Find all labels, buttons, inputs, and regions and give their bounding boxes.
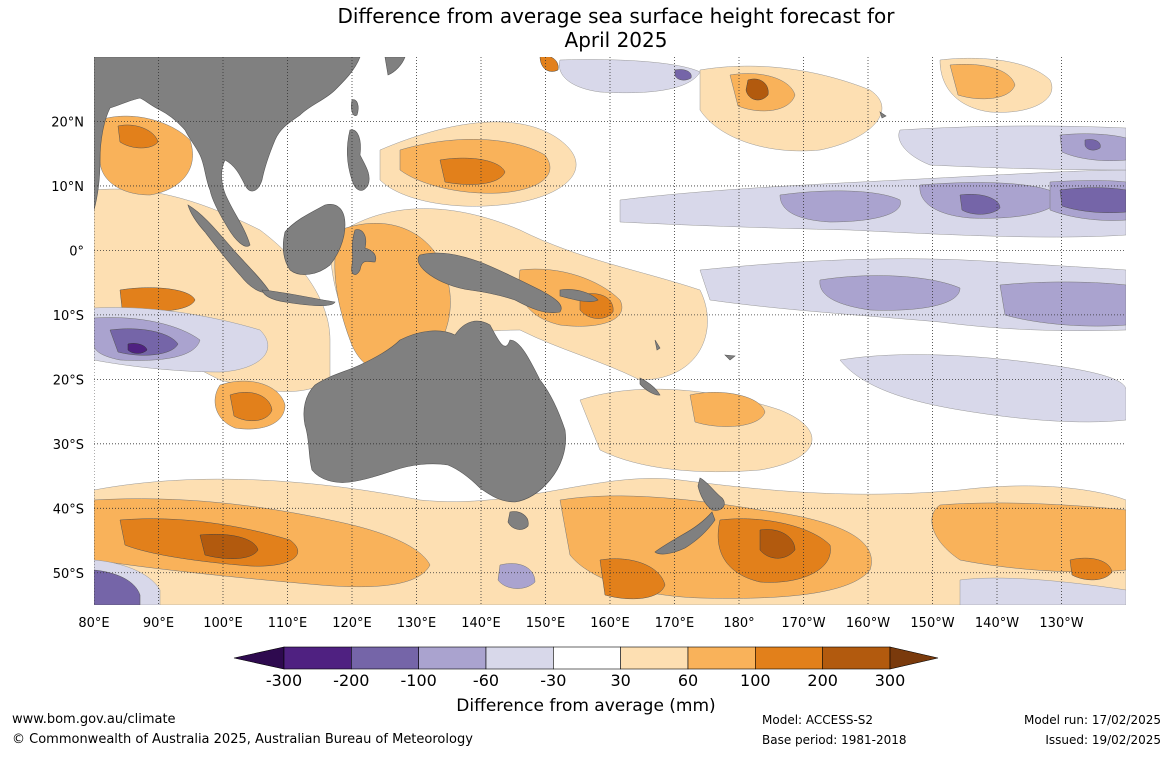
new-zealand-south-island	[654, 511, 716, 555]
colorbar-tick-label: -60	[472, 671, 500, 690]
latitude-label: 40°S	[53, 502, 84, 517]
colorbar-swatch	[620, 646, 689, 670]
colorbar-swatch	[553, 646, 621, 670]
longitude-label: 170°W	[781, 616, 825, 631]
colorbar-swatch	[418, 646, 487, 670]
borneo-island	[282, 204, 346, 275]
philippines-islands	[347, 129, 370, 191]
tasmania-island	[507, 511, 529, 530]
latitude-label: 0°	[69, 244, 84, 259]
title-line-2: April 2025	[564, 28, 668, 52]
issued-date: Issued: 19/02/2025	[1045, 733, 1161, 747]
longitude-label: 110°E	[268, 616, 308, 631]
model-name: Model: ACCESS-S2	[762, 713, 874, 727]
latitude-label: 50°S	[53, 567, 84, 582]
asia-landmass	[94, 57, 361, 247]
longitude-label: 150°E	[526, 616, 566, 631]
colorbar-swatch	[822, 646, 891, 670]
latitude-label: 30°S	[53, 438, 84, 453]
australia-landmass	[303, 320, 566, 503]
longitude-label: 170°E	[655, 616, 695, 631]
colorbar-swatch	[485, 646, 554, 670]
sulawesi-island	[351, 229, 377, 275]
new-zealand-north-island	[697, 477, 725, 511]
colorbar-tick-label: 200	[807, 671, 838, 690]
latitude-label: 20°N	[51, 115, 84, 130]
title-line-1: Difference from average sea surface heig…	[337, 4, 895, 28]
sumatra-island	[187, 204, 271, 293]
colorbar-min-arrow	[233, 646, 285, 670]
colorbar-swatch	[687, 646, 756, 670]
colorbar-tick-label: 100	[740, 671, 771, 690]
base-period: Base period: 1981-2018	[762, 733, 907, 747]
new-guinea-island	[417, 252, 562, 313]
longitude-label: 80°E	[78, 616, 109, 631]
colorbar-max-arrow	[889, 646, 939, 670]
longitude-label: 90°E	[143, 616, 174, 631]
java-island	[261, 289, 336, 307]
colorbar-title: Difference from average (mm)	[456, 696, 716, 716]
colorbar-tick-label: 60	[677, 671, 699, 690]
colorbar-tick-label: -200	[333, 671, 370, 690]
latitude-labels: 20°N 10°N 0° 10°S 20°S 30°S 40°S 50°S	[51, 115, 84, 581]
longitude-labels: 80°E 90°E 100°E 110°E 120°E 130°E 140°E 150°E 16…	[78, 616, 1083, 631]
colorbar-tick-label: 30	[610, 671, 631, 690]
colorbar-swatch	[283, 646, 352, 670]
colorbar-swatch	[351, 646, 419, 670]
colorbar-swatch	[755, 646, 823, 670]
map-grid	[94, 57, 1126, 605]
longitude-label: 120°E	[332, 616, 372, 631]
latitude-label: 10°S	[53, 309, 84, 324]
longitude-label: 130°W	[1039, 616, 1083, 631]
website-link[interactable]: www.bom.gov.au/climate	[12, 712, 176, 727]
model-run-date: Model run: 17/02/2025	[1023, 713, 1161, 727]
longitude-label: 100°E	[203, 616, 243, 631]
longitude-label: 150°W	[910, 616, 954, 631]
copyright-text: © Commonwealth of Australia 2025, Austra…	[12, 732, 473, 747]
longitude-label: 140°E	[461, 616, 501, 631]
longitude-label: 140°W	[975, 616, 1019, 631]
colorbar-tick-label: -30	[540, 671, 567, 690]
colorbar-tick-label: 300	[874, 671, 906, 690]
map-title: Difference from average sea surface heig…	[0, 4, 1173, 52]
map-plot-area	[94, 57, 1126, 605]
colorbar	[233, 646, 939, 670]
longitude-label: 160°E	[590, 616, 630, 631]
land-masses	[94, 57, 887, 555]
longitude-label: 130°E	[397, 616, 437, 631]
latitude-label: 20°S	[53, 373, 84, 388]
colorbar-tick-label: -100	[400, 671, 437, 690]
longitude-label: 160°W	[846, 616, 890, 631]
latitude-label: 10°N	[51, 180, 84, 195]
colorbar-tick-label: -300	[265, 671, 303, 690]
longitude-label: 180°	[723, 616, 754, 631]
